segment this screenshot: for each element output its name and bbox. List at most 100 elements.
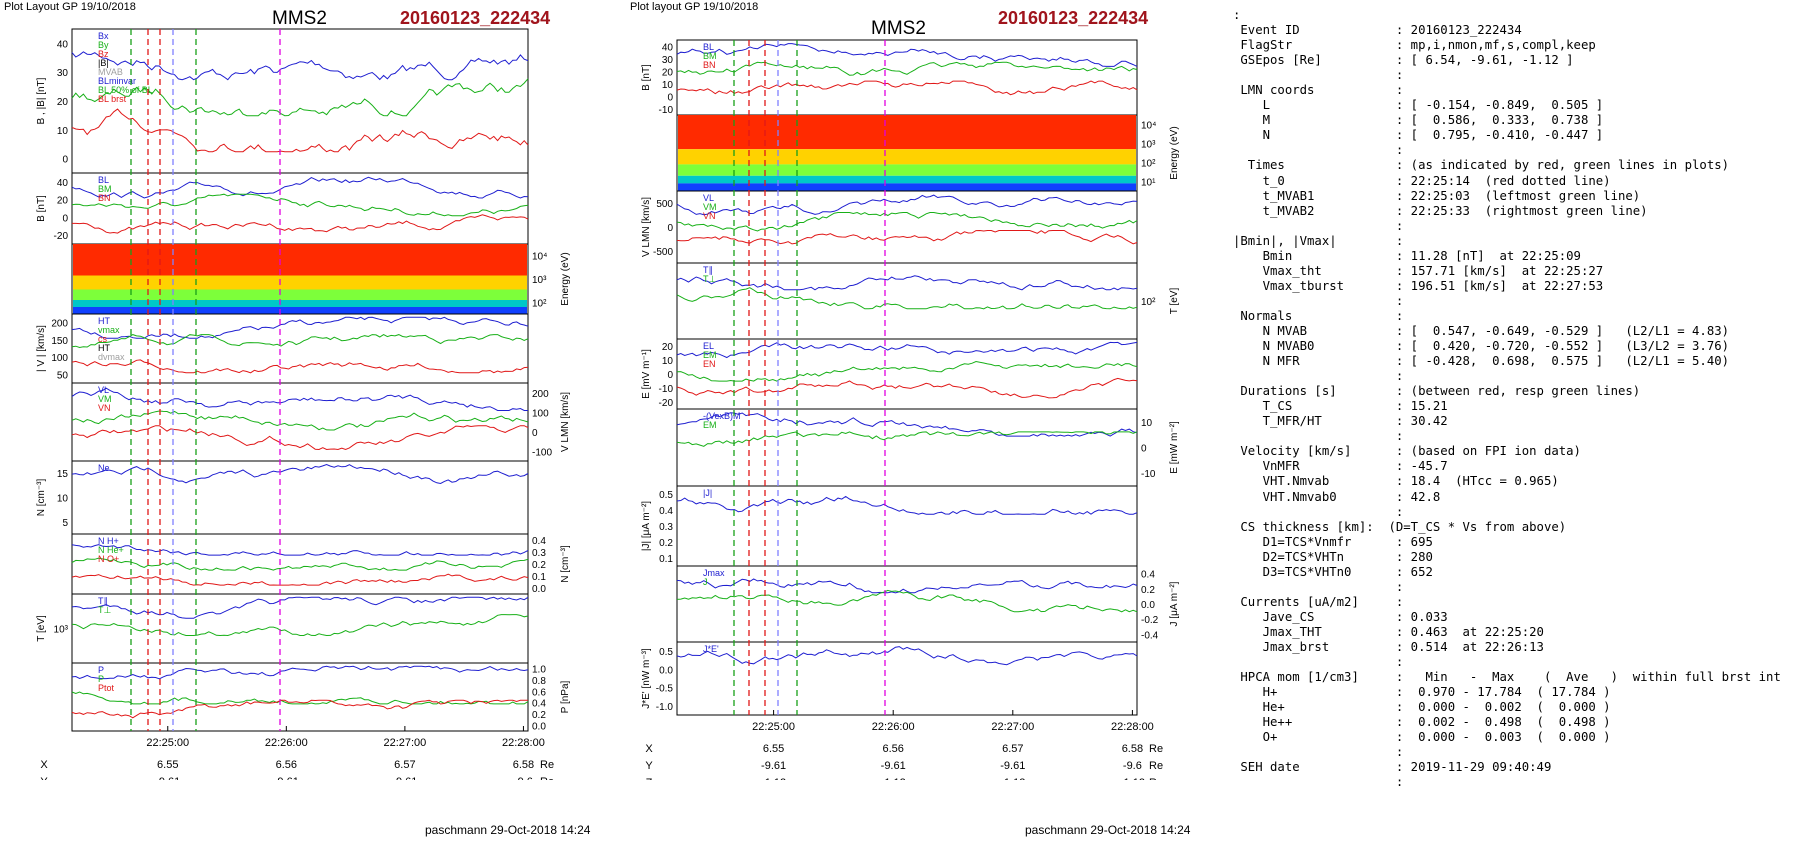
- tick-label: 0.3: [659, 522, 673, 533]
- tick-label: -100: [532, 447, 552, 458]
- tick-label: 40: [57, 178, 69, 189]
- tick-label: 0.6: [532, 687, 546, 698]
- legend-entry: Ne: [98, 463, 110, 473]
- tick-label: -0.2: [1141, 615, 1159, 626]
- tick-label: 0.2: [1141, 585, 1155, 596]
- legend-entry: P: [98, 665, 104, 675]
- pos-row-label: Z: [646, 777, 653, 780]
- tick-label: 0.2: [532, 560, 546, 571]
- series-trace: [676, 229, 1138, 245]
- tick-label: -0.4: [1141, 630, 1159, 641]
- legend-entry: EM: [703, 420, 717, 430]
- tick-label: -500: [653, 247, 673, 258]
- tick-label: 0.3: [532, 548, 546, 559]
- legend-entry: VL: [703, 193, 714, 203]
- left-event-id: 20160123_222434: [400, 8, 551, 28]
- series-trace: [676, 578, 1138, 594]
- panel-right-label: E [mW m⁻²]: [1169, 421, 1180, 474]
- series-trace: [676, 495, 1138, 515]
- tick-label: 0.2: [659, 538, 673, 549]
- tick-label: -20: [659, 398, 674, 409]
- spectrogram-band: [73, 289, 527, 300]
- pos-row-label: X: [40, 759, 48, 771]
- time-tick-label: 22:27:00: [991, 721, 1034, 733]
- panel-y-label: J*E' [nW m⁻³]: [641, 648, 652, 709]
- series-trace: [71, 193, 529, 217]
- tick-label: 0: [532, 428, 538, 439]
- pos-row-value: 6.55: [763, 743, 784, 755]
- tick-label: 10³: [54, 625, 69, 636]
- panel-y-label: B [nT]: [641, 64, 652, 91]
- legend-entry: Bz: [98, 49, 109, 59]
- legend-entry: cs: [98, 334, 108, 344]
- tick-label: 10: [662, 356, 674, 367]
- legend-entry: HT: [98, 316, 110, 326]
- series-trace: [71, 334, 529, 349]
- series-trace: [676, 287, 1138, 310]
- pos-row-value: 6.57: [394, 759, 415, 771]
- legend-entry: T∥: [98, 596, 108, 606]
- tick-label: 10: [57, 494, 69, 505]
- legend-entry: T∥: [703, 265, 713, 275]
- panel-frame: [676, 338, 1138, 410]
- series-trace: [676, 341, 1138, 359]
- legend-entry: VM: [703, 202, 717, 212]
- pos-row-unit: Re: [540, 759, 554, 771]
- legend-entry: N H+: [98, 536, 119, 546]
- series-trace: [676, 431, 1138, 447]
- series-trace: [71, 573, 529, 586]
- series-trace: [71, 316, 529, 339]
- tick-label: 0: [667, 92, 673, 103]
- legend-entry: -(VexB)M: [703, 411, 741, 421]
- pos-row-value: -9.61: [155, 776, 180, 780]
- series-trace: [71, 108, 529, 153]
- pos-row-value: -1.12: [761, 777, 786, 780]
- tick-label: 0: [62, 155, 68, 166]
- legend-entry: dvmax: [98, 352, 125, 362]
- spectrogram-band: [678, 183, 1136, 191]
- legend-entry: VN: [98, 403, 111, 413]
- panel-frame: [676, 408, 1138, 487]
- panel-right-label: T [eV]: [1169, 288, 1180, 315]
- tick-label: 40: [57, 39, 69, 50]
- spectrogram-band: [73, 300, 527, 307]
- series-trace: [71, 463, 529, 485]
- legend-entry: |B|: [98, 58, 109, 68]
- right-footer: paschmann 29-Oct-2018 14:24: [1025, 823, 1191, 837]
- tick-label: 0: [667, 370, 673, 381]
- tick-label: 20: [57, 196, 69, 207]
- pos-row-label: X: [645, 743, 653, 755]
- tick-label: 0.4: [532, 536, 546, 547]
- pos-row-value: 6.58: [513, 759, 534, 771]
- pos-row-unit: Re: [1149, 777, 1163, 780]
- tick-label: 0.8: [532, 676, 546, 687]
- panel-y-label: |J| [μA m⁻²]: [641, 501, 652, 551]
- tick-label: 200: [532, 389, 549, 400]
- panel-frame: [71, 460, 529, 535]
- tick-label: 0.1: [532, 572, 546, 583]
- tick-label: 50: [57, 370, 69, 381]
- panel-right-label: P [nPa]: [560, 680, 571, 713]
- panel-y-label: B [nT]: [36, 195, 47, 222]
- tick-label: -20: [54, 231, 69, 242]
- tick-label: 20: [662, 342, 674, 353]
- series-trace: [71, 387, 528, 411]
- tick-label: 0: [1141, 444, 1147, 455]
- spectrogram-band: [678, 164, 1136, 176]
- pos-row-value: -9.6: [1123, 760, 1142, 772]
- time-tick-label: 22:25:00: [752, 721, 795, 733]
- tick-label: 10: [57, 126, 69, 137]
- panel-frame: [676, 641, 1138, 716]
- panel-y-label: T [eV]: [36, 615, 47, 642]
- series-trace: [71, 544, 529, 556]
- tick-label: -1.0: [656, 702, 674, 713]
- series-trace: [676, 589, 1138, 613]
- legend-entry: Jmax: [703, 568, 725, 578]
- pos-row-value: -9.61: [1000, 760, 1025, 772]
- legend-entry: vmax: [98, 325, 120, 335]
- spectrogram-band: [73, 275, 527, 290]
- series-trace: [71, 176, 529, 199]
- legend-entry: J*E': [703, 644, 719, 654]
- tick-label: 500: [656, 199, 673, 210]
- tick-label: 0: [62, 213, 68, 224]
